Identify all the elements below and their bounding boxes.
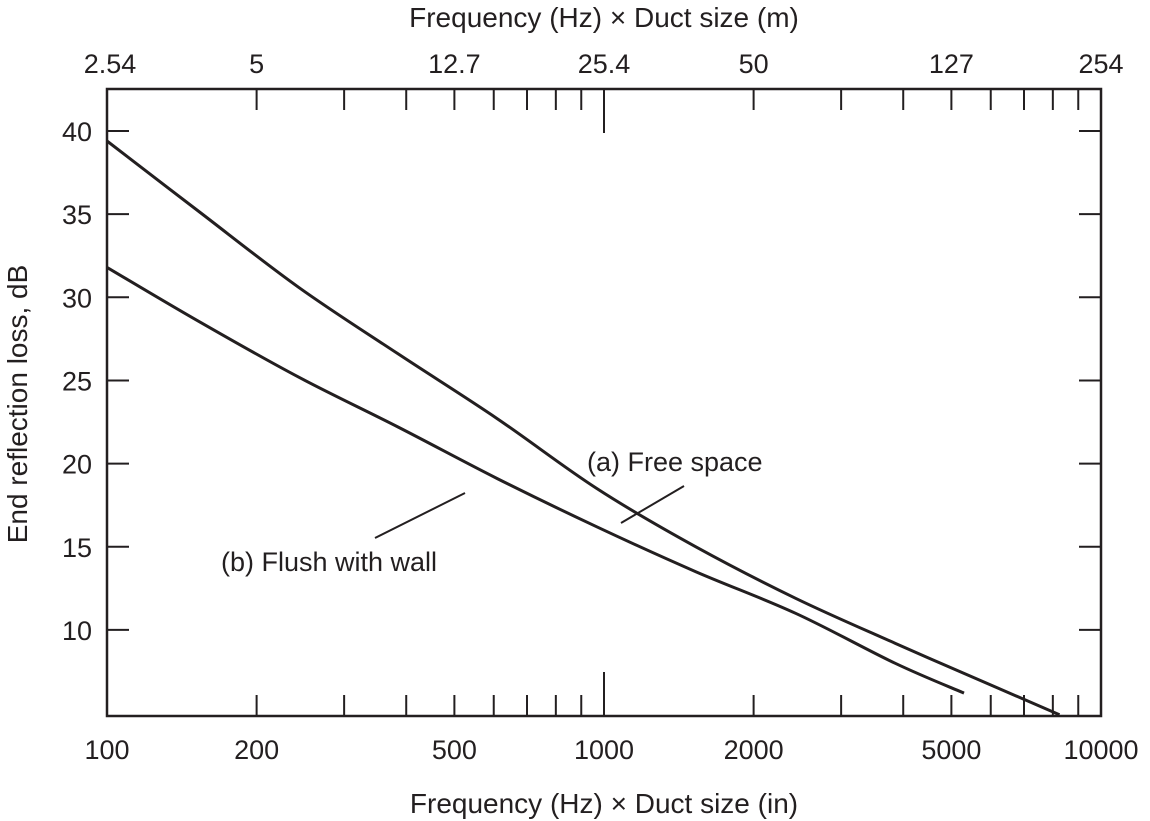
leader-flush-with-wall bbox=[374, 492, 466, 539]
annotations: (a) Free space (b) Flush with wall bbox=[221, 447, 763, 577]
x-tick-labels: 100 200 500 1000 2000 5000 10000 bbox=[84, 735, 1138, 765]
y-tick-label: 30 bbox=[62, 283, 92, 313]
x-axis-title: Frequency (Hz) × Duct size (in) bbox=[410, 788, 798, 819]
x2-tick-label: 2.54 bbox=[84, 49, 137, 79]
x-tick-label: 10000 bbox=[1063, 735, 1138, 765]
x2-tick-label: 12.7 bbox=[428, 49, 481, 79]
x2-tick-label: 5 bbox=[249, 49, 264, 79]
y-tick-label: 10 bbox=[62, 616, 92, 646]
x2-tick-label: 25.4 bbox=[578, 49, 631, 79]
y-tick-label: 25 bbox=[62, 366, 92, 396]
curve-free-space bbox=[106, 139, 1061, 717]
x2-axis-title: Frequency (Hz) × Duct size (m) bbox=[409, 2, 799, 33]
x-tick-label: 200 bbox=[234, 735, 279, 765]
y-tick-label: 40 bbox=[62, 117, 92, 147]
x-tick-label: 500 bbox=[432, 735, 477, 765]
y-tick-label: 20 bbox=[62, 450, 92, 480]
plot-border bbox=[105, 87, 1103, 718]
y-tick-label: 35 bbox=[62, 200, 92, 230]
x-tick-label: 1000 bbox=[574, 735, 634, 765]
y-tick-labels: 10 15 20 25 30 35 40 bbox=[62, 117, 92, 646]
x-tick-label: 2000 bbox=[724, 735, 784, 765]
label-free-space: (a) Free space bbox=[587, 447, 763, 477]
axis-ticks bbox=[107, 89, 1101, 716]
leader-free-space bbox=[620, 485, 685, 524]
plot-frame bbox=[105, 87, 1103, 718]
curves bbox=[106, 139, 1061, 717]
y-axis-title: End reflection loss, dB bbox=[2, 265, 33, 544]
x2-tick-labels: 2.54 5 12.7 25.4 50 127 254 bbox=[84, 49, 1124, 79]
x2-tick-label: 254 bbox=[1078, 49, 1123, 79]
x2-tick-label: 127 bbox=[929, 49, 974, 79]
x-tick-label: 5000 bbox=[921, 735, 981, 765]
label-flush-with-wall: (b) Flush with wall bbox=[221, 547, 437, 577]
x-tick-label: 100 bbox=[84, 735, 129, 765]
x2-tick-label: 50 bbox=[739, 49, 769, 79]
y-tick-label: 15 bbox=[62, 533, 92, 563]
curve-flush-with-wall bbox=[106, 266, 965, 695]
